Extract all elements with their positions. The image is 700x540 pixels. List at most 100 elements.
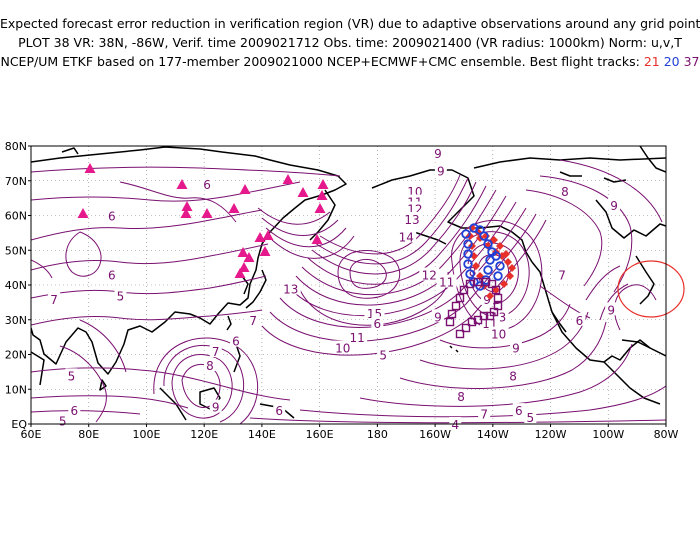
lat-tick-label: 20N <box>5 349 27 362</box>
contour-label: 9 <box>434 147 442 161</box>
contour-labels: 6699101112131415131211101196589131110988… <box>48 145 621 432</box>
observation-triangle <box>238 262 250 272</box>
contour-line <box>311 181 477 275</box>
coast-arabia <box>31 351 45 386</box>
contour-label: 9 <box>434 310 442 324</box>
contour-line <box>163 344 245 423</box>
header-line-2: PLOT 38 VR: 38N, -86W, Verif. time 20090… <box>18 35 682 50</box>
contour-line <box>585 265 621 301</box>
contour-label: 5 <box>117 289 125 303</box>
contour-label-bg <box>556 267 569 281</box>
observation-triangle <box>237 247 249 257</box>
contour-label: 9 <box>610 199 618 213</box>
track-point-blue <box>469 223 479 233</box>
contour-label: 12 <box>422 269 437 283</box>
contour-line <box>31 309 263 326</box>
contour-label-bg <box>509 340 522 354</box>
contour-label-bg <box>203 357 216 371</box>
contour-line <box>171 354 233 419</box>
observation-triangle <box>201 208 213 218</box>
track-point-blue <box>465 269 475 279</box>
contour-line <box>261 219 547 356</box>
observation-triangle <box>262 230 274 240</box>
contour-label-bg <box>455 389 468 403</box>
contour-label-bg <box>247 312 260 326</box>
contour-line <box>299 385 666 418</box>
contour-label-bg <box>229 333 242 347</box>
coast-asia-north <box>31 146 347 375</box>
lat-tick-label: 60N <box>5 210 27 223</box>
contour-label-bg <box>524 410 537 424</box>
track-point-blue <box>493 271 503 281</box>
coast-novaya-zemlya <box>61 147 79 155</box>
lon-tick-label: 80E <box>78 428 99 441</box>
contour-label-bg <box>114 288 127 302</box>
plot-header: Expected forecast error reduction in ver… <box>0 14 700 71</box>
contour-line <box>119 181 237 223</box>
contour-label-bg <box>201 177 214 191</box>
observation-triangle <box>234 268 246 278</box>
track-point-blue <box>483 239 493 249</box>
coast-korea <box>241 275 249 295</box>
contour-label: 6 <box>108 210 116 224</box>
observation-triangle <box>239 184 251 194</box>
coast-greenland <box>639 146 666 173</box>
observation-triangle <box>77 208 89 218</box>
lon-tick-label: 160W <box>419 428 451 441</box>
contour-line <box>299 271 449 326</box>
observation-triangle <box>176 179 188 189</box>
contour-label-bg <box>605 302 618 316</box>
contour-label: 9 <box>437 164 445 178</box>
contour-line <box>359 343 633 407</box>
contour-label-bg <box>209 344 222 358</box>
track-point-blue <box>463 249 473 259</box>
contour-label: 9 <box>512 342 520 356</box>
observation-triangle <box>181 201 193 211</box>
lon-tick-label: 120W <box>535 428 567 441</box>
track-point-purple <box>455 329 465 339</box>
contour-label-bg <box>273 403 286 417</box>
coast-hudson-bay <box>595 199 666 239</box>
lon-tick-label: 160E <box>306 428 334 441</box>
lon-tick-label: 140E <box>248 428 276 441</box>
contour-line <box>269 213 537 342</box>
contour-line <box>261 217 339 236</box>
track-point-blue <box>475 225 485 235</box>
contour-label-bg <box>436 274 457 288</box>
contour-label-bg <box>558 184 571 198</box>
track-point-purple <box>447 309 457 319</box>
coast-srilanka <box>99 379 107 391</box>
contour-line <box>249 417 666 424</box>
lon-tick-label: 100E <box>132 428 160 441</box>
contour-label-bg <box>404 201 425 215</box>
contour-line <box>539 285 591 319</box>
contour-label-bg <box>419 267 440 281</box>
contour-label: 8 <box>206 359 214 373</box>
contour-line <box>257 207 331 225</box>
coast-kamchatka <box>309 189 336 241</box>
coast-philippines <box>233 343 241 373</box>
observation-triangle <box>311 234 323 244</box>
track-point-red <box>472 262 480 270</box>
contour-label: 14 <box>399 230 414 244</box>
contour-label-bg <box>377 347 390 361</box>
track-point-purple <box>493 301 503 311</box>
lon-tick-label: 120E <box>190 428 218 441</box>
contour-line <box>614 284 657 331</box>
track-point-blue <box>491 251 501 261</box>
contour-label: 7 <box>558 269 566 283</box>
track-point-purple <box>451 301 461 311</box>
contour-label-bg <box>431 309 444 323</box>
contour-line <box>265 227 347 248</box>
contour-line <box>307 185 487 285</box>
contour-line <box>153 337 259 424</box>
contour-label: 9 <box>607 303 615 317</box>
track-label-blue: 20 <box>663 54 680 69</box>
contour-line <box>181 364 221 408</box>
track-point-red <box>506 272 514 280</box>
contour-label-bg <box>512 403 525 417</box>
track-point-purple <box>479 311 489 321</box>
observation-triangle <box>282 174 294 184</box>
track-point-blue <box>495 261 505 271</box>
